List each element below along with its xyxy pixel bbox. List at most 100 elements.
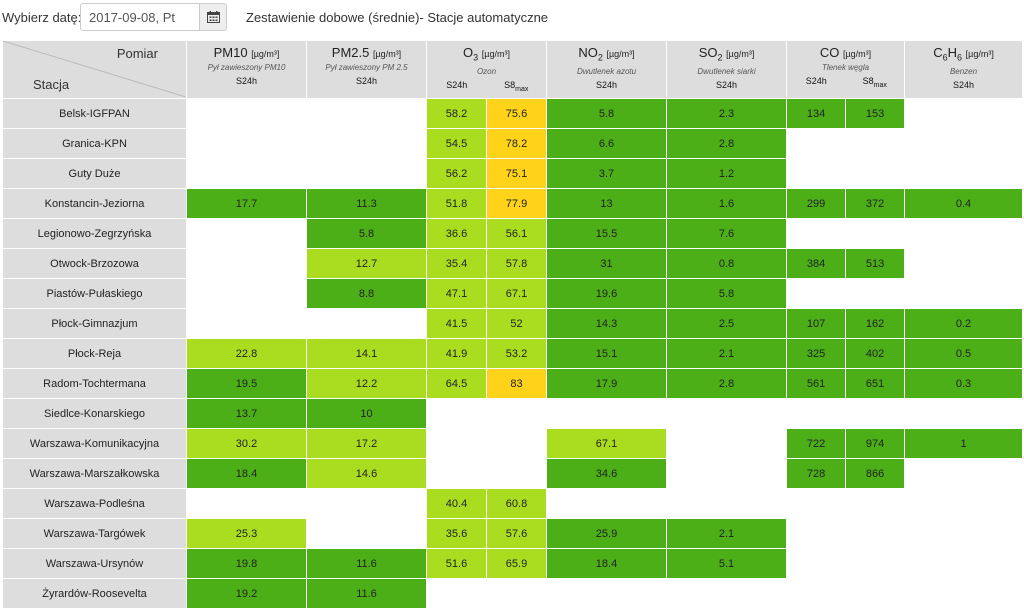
station-name[interactable]: Płock-Reja [2,338,187,370]
col-c6h6-stat: S24h [953,79,975,90]
value-cell [904,98,1024,130]
value-cell: 866 [845,458,906,490]
value-cell: 0.4 [904,188,1024,220]
value-cell: 5.8 [306,218,427,250]
col-header-so2[interactable]: SO2 [µg/m³] Dwutlenek siarki S24h [666,39,788,100]
table-row: Granica-KPN 54.5 78.2 6.6 2.8 [2,128,1024,160]
value-cell [904,218,1024,250]
col-o3-stat-s8max: S8max [504,79,529,93]
col-header-pm25[interactable]: PM2.5 [µg/m³] Pył zawieszony PM 2.5 S24h [306,39,427,100]
col-header-no2[interactable]: NO2 [µg/m³] Dwutlenek azotu S24h [546,39,668,100]
col-c6h6-desc: Benzen [949,66,978,76]
station-name[interactable]: Radom-Tochtermana [2,368,187,400]
station-name[interactable]: Granica-KPN [2,128,187,160]
station-name[interactable]: Warszawa-Podleśna [2,488,187,520]
value-cell [186,308,307,340]
value-cell: 974 [845,428,906,460]
value-cell: 57.8 [485,248,548,280]
table-row: Płock-Gimnazjum 41.5 52 14.3 2.5 107 162 0.2 [2,308,1024,340]
col-header-pm10[interactable]: PM10 [µg/m³] Pył zawieszony PM10 S24h [186,39,307,100]
col-header-c6h6[interactable]: C6H6 [µg/m³] Benzen S24h [904,39,1024,100]
date-input[interactable] [80,3,200,31]
value-cell [845,518,906,550]
value-cell: 3.7 [546,158,668,190]
value-cell: 513 [845,248,906,280]
value-cell: 54.5 [426,128,487,160]
value-cell: 78.2 [485,128,548,160]
value-cell: 19.8 [186,548,307,580]
station-name[interactable]: Siedlce-Konarskiego [2,398,187,430]
value-cell: 722 [786,428,847,460]
value-cell: 10 [306,398,427,430]
value-cell [666,398,788,430]
value-cell [786,548,847,580]
value-cell: 8.8 [306,278,427,310]
value-cell [485,578,548,609]
value-cell [426,398,487,430]
value-cell [186,158,307,190]
station-name[interactable]: Warszawa-Komunikacyjna [2,428,187,460]
station-name[interactable]: Płock-Gimnazjum [2,308,187,340]
value-cell [786,278,847,310]
table-row: Otwock-Brzozowa 12.7 35.4 57.8 31 0.8 384 513 [2,248,1024,280]
value-cell [904,158,1024,190]
value-cell [485,428,548,460]
value-cell: 14.3 [546,308,668,340]
value-cell: 2.8 [666,368,788,400]
value-cell [426,428,487,460]
station-name[interactable]: Piastów-Pułaskiego [2,278,187,310]
table-row: Radom-Tochtermana 19.5 12.2 64.5 83 17.9 2.8 56… [2,368,1024,400]
station-name[interactable]: Warszawa-Marszałkowska [2,458,187,490]
value-cell: 41.5 [426,308,487,340]
value-cell: 58.2 [426,98,487,130]
value-cell [306,308,427,340]
table-row: Siedlce-Konarskiego 13.7 10 [2,398,1024,430]
value-cell: 75.1 [485,158,548,190]
value-cell: 25.3 [186,518,307,550]
col-co-name: CO [819,45,840,60]
col-pm10-stat: S24h [235,76,258,86]
value-cell [186,98,307,130]
value-cell: 162 [845,308,906,340]
station-name[interactable]: Otwock-Brzozowa [2,248,187,280]
col-no2-unit: [µg/m³] [606,49,635,59]
value-cell: 17.9 [546,368,668,400]
value-cell [904,278,1024,310]
value-cell: 325 [786,338,847,370]
value-cell: 728 [786,458,847,490]
col-header-o3[interactable]: O3 [µg/m³] Ozon S24h S8max [425,39,548,100]
station-name[interactable]: Warszawa-Targówek [2,518,187,550]
col-c6h6-name: C6H6 [933,45,963,63]
value-cell: 35.6 [426,518,487,550]
value-cell: 17.7 [186,188,307,220]
corner-label-stacja: Stacja [33,77,70,92]
station-name[interactable]: Guty Duże [2,158,187,190]
calendar-button[interactable] [199,3,227,31]
station-name[interactable]: Warszawa-Ursynów [2,548,187,580]
value-cell [904,398,1024,430]
value-cell: 0.2 [904,308,1024,340]
value-cell: 17.2 [306,428,427,460]
table-row: Warszawa-Podleśna 40.4 60.8 [2,488,1024,520]
table-row: Warszawa-Komunikacyjna 30.2 17.2 67.1 722 974… [2,428,1024,460]
col-co-stat-s8max: S8max [862,76,887,89]
col-c6h6-unit: [µg/m³] [965,49,994,59]
station-name[interactable]: Belsk-IGFPAN [2,98,187,130]
value-cell [666,578,788,609]
col-o3-sub: 3 [473,52,479,63]
value-cell: 41.9 [426,338,487,370]
value-cell: 65.9 [485,548,548,580]
col-co-desc: Tlenek węgla [821,63,870,72]
value-cell: 7.6 [666,218,788,250]
value-cell: 40.4 [426,488,487,520]
value-cell: 83 [485,368,548,400]
col-header-co[interactable]: CO [µg/m³] Tlenek węgla S24h S8max [786,39,906,100]
value-cell: 651 [845,368,906,400]
value-cell: 51.6 [426,548,487,580]
value-cell [845,278,906,310]
station-name[interactable]: Legionowo-Zegrzyńska [2,218,187,250]
station-name[interactable]: Konstancin-Jeziorna [2,188,187,220]
value-cell: 13 [546,188,668,220]
value-cell [306,518,427,550]
station-name[interactable]: Żyrardów-Roosevelta [2,578,187,609]
